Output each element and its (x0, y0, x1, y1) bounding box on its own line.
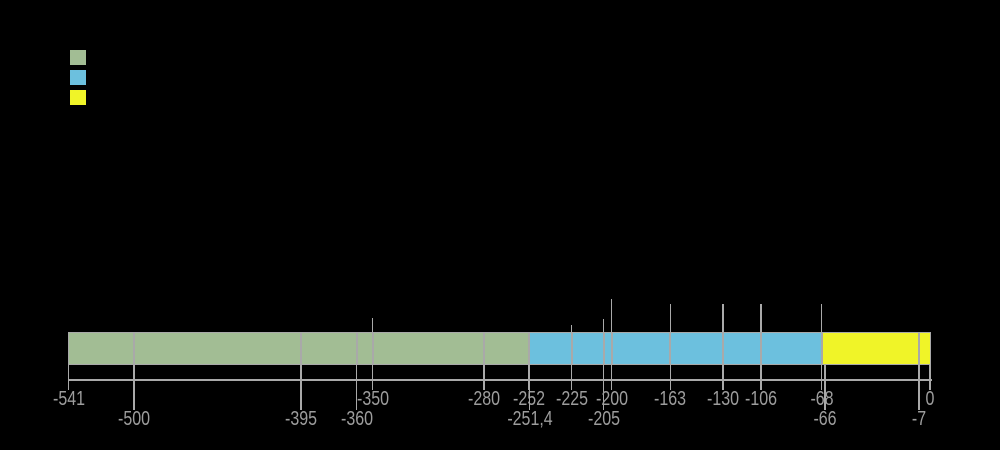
axis-tick-label: -7 (911, 408, 926, 430)
axis-tick-label: -252 (493, 389, 565, 409)
axis-tick-label: -106 (745, 388, 778, 410)
timeline-bar-outline (67, 332, 931, 365)
axis-tick (528, 364, 531, 410)
axis-tick (610, 364, 613, 390)
pointer-line (722, 304, 724, 333)
axis-tick-label: -395 (284, 408, 317, 430)
legend-swatch-era-2 (70, 70, 86, 85)
period-divider (721, 333, 724, 364)
period-divider (570, 333, 573, 364)
period-divider (371, 333, 374, 364)
axis-tick-label: -541 (52, 388, 85, 410)
axis-tick-label: -66 (813, 408, 837, 430)
period-divider (527, 333, 530, 364)
axis-tick (722, 364, 724, 390)
axis-tick (371, 364, 374, 390)
period-divider (917, 333, 920, 364)
axis-tick (300, 364, 302, 410)
pointer-line (371, 318, 374, 333)
axis-tick (527, 364, 530, 390)
axis-tick-label: -130 (706, 388, 739, 410)
axis-tick (355, 364, 358, 410)
axis-tick (669, 364, 672, 390)
period-divider (132, 333, 135, 364)
period-divider (760, 333, 763, 364)
axis-tick (133, 364, 135, 410)
legend-swatch-era-3 (70, 90, 86, 105)
pointer-line (760, 304, 762, 333)
timeline-segment-3 (821, 333, 930, 364)
axis-tick (820, 364, 823, 390)
axis-tick-label: -360 (340, 408, 373, 430)
axis-tick (483, 364, 485, 390)
axis-tick (570, 364, 573, 390)
period-divider (820, 333, 823, 364)
axis-tick-label: -350 (356, 388, 389, 410)
axis-tick (929, 364, 931, 390)
axis-tick (824, 364, 826, 410)
axis-tick-label: -500 (117, 408, 150, 430)
axis-tick (67, 364, 70, 390)
axis-tick-label: -205 (587, 408, 620, 430)
axis-tick-label: 0 (925, 388, 935, 410)
pointer-line (820, 304, 823, 333)
axis-tick (760, 364, 762, 390)
axis-tick (918, 364, 920, 410)
timeline-segment-2 (528, 333, 822, 364)
axis-tick-label: -68 (810, 388, 834, 410)
pointer-line (602, 319, 605, 333)
axis-tick-label: -251,4 (506, 408, 553, 430)
pointer-line (570, 325, 573, 333)
period-divider (355, 333, 358, 364)
timeline-segment-1 (68, 333, 529, 364)
legend-swatch-era-1 (70, 50, 86, 65)
axis-tick-label: -280 (468, 388, 501, 410)
axis-tick-label: -200 (595, 388, 628, 410)
period-divider (602, 333, 605, 364)
period-divider (299, 333, 302, 364)
axis-tick (602, 364, 605, 410)
pointer-line (610, 299, 613, 333)
period-divider (483, 333, 486, 364)
time-axis-line (68, 379, 932, 381)
pointer-line (669, 304, 672, 333)
axis-tick-label: -163 (654, 388, 687, 410)
period-divider (669, 333, 672, 364)
axis-tick-label: -225 (555, 388, 588, 410)
period-divider (610, 333, 613, 364)
